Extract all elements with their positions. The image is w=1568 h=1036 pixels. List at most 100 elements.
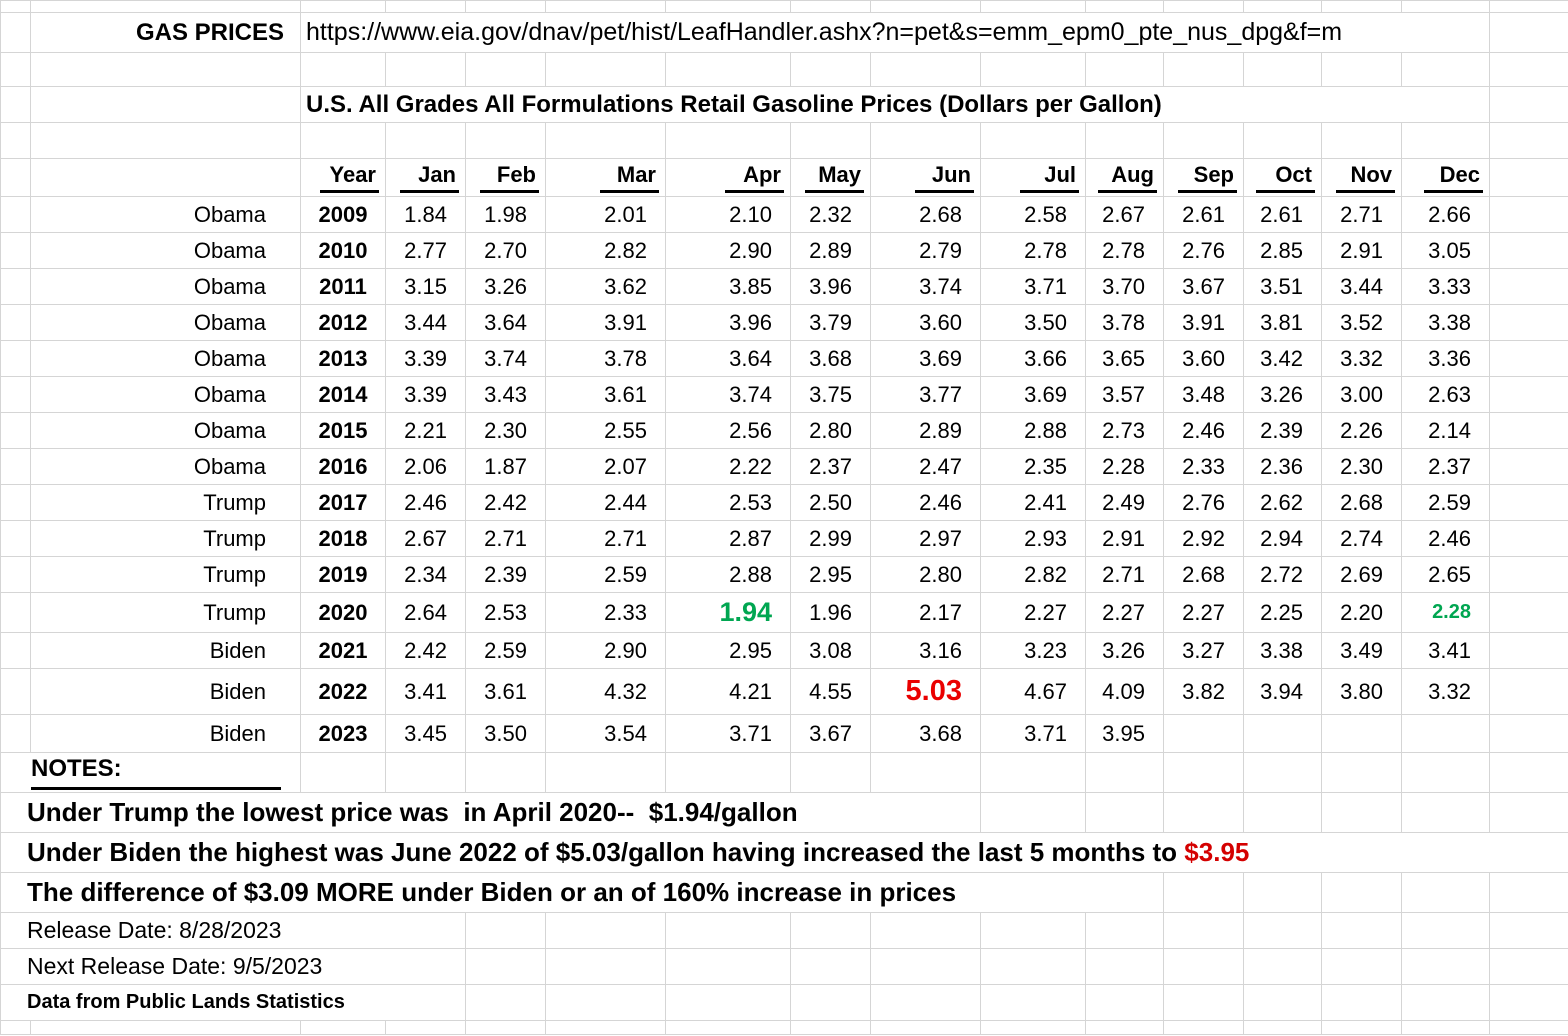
price-cell-2009-apr[interactable]: 2.10 [665,196,791,233]
price-cell-2010-aug[interactable]: 2.78 [1085,232,1164,269]
price-cell-2018-jun[interactable]: 2.97 [870,520,981,557]
price-cell-2022-may[interactable]: 4.55 [790,668,871,715]
price-cell-2023-mar[interactable]: 3.54 [545,714,666,753]
year-cell-2014[interactable]: 2014 [300,376,386,413]
president-cell-2017[interactable]: Trump [30,484,301,521]
price-cell-2011-apr[interactable]: 3.85 [665,268,791,305]
price-cell-2015-oct[interactable]: 2.39 [1243,412,1322,449]
price-cell-2021-apr[interactable]: 2.95 [665,632,791,669]
price-cell-2020-sep[interactable]: 2.27 [1163,592,1244,633]
price-cell-2023-jun[interactable]: 3.68 [870,714,981,753]
price-cell-2015-mar[interactable]: 2.55 [545,412,666,449]
price-cell-2018-may[interactable]: 2.99 [790,520,871,557]
price-cell-2011-oct[interactable]: 3.51 [1243,268,1322,305]
price-cell-2009-sep[interactable]: 2.61 [1163,196,1244,233]
price-cell-2015-jul[interactable]: 2.88 [980,412,1086,449]
price-cell-2014-jun[interactable]: 3.77 [870,376,981,413]
price-cell-2011-mar[interactable]: 3.62 [545,268,666,305]
price-cell-2019-jul[interactable]: 2.82 [980,556,1086,593]
price-cell-2016-mar[interactable]: 2.07 [545,448,666,485]
year-cell-2021[interactable]: 2021 [300,632,386,669]
year-cell-2016[interactable]: 2016 [300,448,386,485]
price-cell-2012-sep[interactable]: 3.91 [1163,304,1244,341]
price-cell-2013-apr[interactable]: 3.64 [665,340,791,377]
price-cell-2022-mar[interactable]: 4.32 [545,668,666,715]
column-header-dec[interactable]: Dec [1401,158,1490,197]
column-header-may[interactable]: May [790,158,871,197]
price-cell-2009-oct[interactable]: 2.61 [1243,196,1322,233]
year-cell-2009[interactable]: 2009 [300,196,386,233]
price-cell-2014-aug[interactable]: 3.57 [1085,376,1164,413]
price-cell-2017-jul[interactable]: 2.41 [980,484,1086,521]
price-cell-2013-feb[interactable]: 3.74 [465,340,546,377]
price-cell-2018-oct[interactable]: 2.94 [1243,520,1322,557]
price-cell-2009-feb[interactable]: 1.98 [465,196,546,233]
price-cell-2021-oct[interactable]: 3.38 [1243,632,1322,669]
price-cell-2011-jun[interactable]: 3.74 [870,268,981,305]
price-cell-2014-sep[interactable]: 3.48 [1163,376,1244,413]
year-cell-2010[interactable]: 2010 [300,232,386,269]
price-cell-2017-jun[interactable]: 2.46 [870,484,981,521]
president-cell-2012[interactable]: Obama [30,304,301,341]
price-cell-2009-nov[interactable]: 2.71 [1321,196,1402,233]
price-cell-2009-jul[interactable]: 2.58 [980,196,1086,233]
price-cell-2016-oct[interactable]: 2.36 [1243,448,1322,485]
price-cell-2013-dec[interactable]: 3.36 [1401,340,1490,377]
year-cell-2019[interactable]: 2019 [300,556,386,593]
price-cell-2023-jul[interactable]: 3.71 [980,714,1086,753]
price-cell-2020-mar[interactable]: 2.33 [545,592,666,633]
price-cell-2013-mar[interactable]: 3.78 [545,340,666,377]
price-cell-2015-jun[interactable]: 2.89 [870,412,981,449]
price-cell-2015-aug[interactable]: 2.73 [1085,412,1164,449]
price-cell-2014-feb[interactable]: 3.43 [465,376,546,413]
price-cell-2015-jan[interactable]: 2.21 [385,412,466,449]
price-cell-2013-sep[interactable]: 3.60 [1163,340,1244,377]
column-header-oct[interactable]: Oct [1243,158,1322,197]
price-cell-2016-jun[interactable]: 2.47 [870,448,981,485]
price-cell-2015-apr[interactable]: 2.56 [665,412,791,449]
president-cell-2016[interactable]: Obama [30,448,301,485]
price-cell-2015-sep[interactable]: 2.46 [1163,412,1244,449]
price-cell-2020-dec[interactable]: 2.28 [1401,592,1490,633]
price-cell-2018-jan[interactable]: 2.67 [385,520,466,557]
price-cell-2023-sep[interactable] [1163,714,1244,753]
price-cell-2022-sep[interactable]: 3.82 [1163,668,1244,715]
price-cell-2020-aug[interactable]: 2.27 [1085,592,1164,633]
price-cell-2010-jul[interactable]: 2.78 [980,232,1086,269]
year-cell-2023[interactable]: 2023 [300,714,386,753]
price-cell-2012-aug[interactable]: 3.78 [1085,304,1164,341]
price-cell-2014-dec[interactable]: 2.63 [1401,376,1490,413]
price-cell-2012-oct[interactable]: 3.81 [1243,304,1322,341]
price-cell-2021-aug[interactable]: 3.26 [1085,632,1164,669]
president-cell-2013[interactable]: Obama [30,340,301,377]
price-cell-2012-jun[interactable]: 3.60 [870,304,981,341]
price-cell-2022-oct[interactable]: 3.94 [1243,668,1322,715]
price-cell-2016-sep[interactable]: 2.33 [1163,448,1244,485]
column-header-apr[interactable]: Apr [665,158,791,197]
price-cell-2010-may[interactable]: 2.89 [790,232,871,269]
price-cell-2017-sep[interactable]: 2.76 [1163,484,1244,521]
price-cell-2022-feb[interactable]: 3.61 [465,668,546,715]
price-cell-2014-nov[interactable]: 3.00 [1321,376,1402,413]
price-cell-2015-may[interactable]: 2.80 [790,412,871,449]
price-cell-2023-aug[interactable]: 3.95 [1085,714,1164,753]
price-cell-2012-dec[interactable]: 3.38 [1401,304,1490,341]
price-cell-2020-oct[interactable]: 2.25 [1243,592,1322,633]
price-cell-2009-aug[interactable]: 2.67 [1085,196,1164,233]
price-cell-2010-jan[interactable]: 2.77 [385,232,466,269]
price-cell-2013-jun[interactable]: 3.69 [870,340,981,377]
price-cell-2009-jun[interactable]: 2.68 [870,196,981,233]
price-cell-2016-apr[interactable]: 2.22 [665,448,791,485]
price-cell-2019-apr[interactable]: 2.88 [665,556,791,593]
price-cell-2017-apr[interactable]: 2.53 [665,484,791,521]
president-cell-2022[interactable]: Biden [30,668,301,715]
price-cell-2018-aug[interactable]: 2.91 [1085,520,1164,557]
price-cell-2009-mar[interactable]: 2.01 [545,196,666,233]
price-cell-2021-feb[interactable]: 2.59 [465,632,546,669]
price-cell-2011-nov[interactable]: 3.44 [1321,268,1402,305]
price-cell-2012-nov[interactable]: 3.52 [1321,304,1402,341]
column-header-feb[interactable]: Feb [465,158,546,197]
price-cell-2019-nov[interactable]: 2.69 [1321,556,1402,593]
price-cell-2010-sep[interactable]: 2.76 [1163,232,1244,269]
price-cell-2020-jul[interactable]: 2.27 [980,592,1086,633]
